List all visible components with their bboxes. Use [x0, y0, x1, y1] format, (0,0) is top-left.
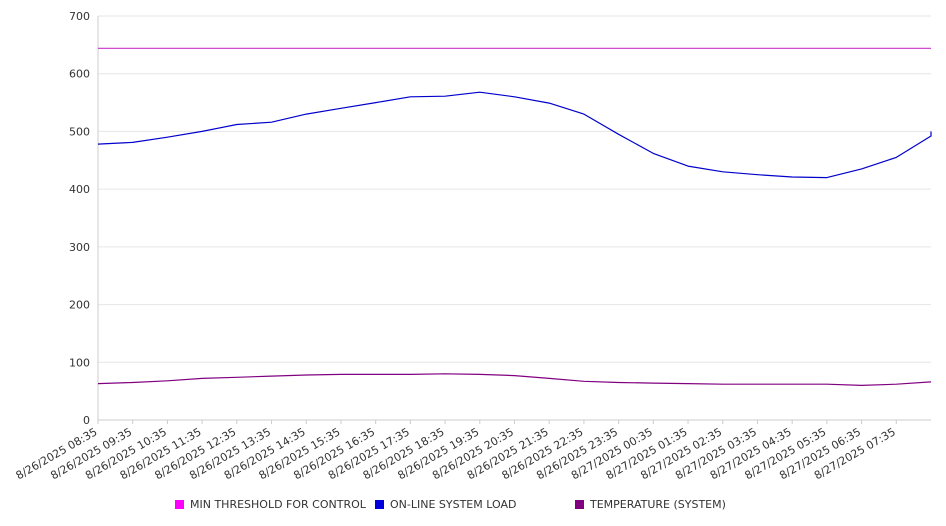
series-lines — [97, 47, 932, 386]
axes — [97, 16, 931, 424]
y-tick-label: 300 — [69, 241, 90, 254]
legend-swatch-load — [375, 500, 384, 509]
y-tick-label: 100 — [69, 356, 90, 369]
y-tick-label: 200 — [69, 299, 90, 312]
y-tick-label: 400 — [69, 183, 90, 196]
y-tick-label: 0 — [83, 414, 90, 427]
legend-label-load: ON-LINE SYSTEM LOAD — [390, 498, 517, 511]
y-tick-labels: 0 100 200 300 400 500 600 700 — [69, 10, 90, 427]
series-line-temperature — [97, 373, 932, 386]
y-tick-label: 600 — [69, 68, 90, 81]
legend-label-threshold: MIN THRESHOLD FOR CONTROL — [190, 498, 366, 511]
legend-item-threshold[interactable]: MIN THRESHOLD FOR CONTROL — [175, 498, 366, 511]
series-line-system-load — [97, 91, 932, 179]
y-tick-label: 700 — [69, 10, 90, 23]
legend-swatch-temperature — [575, 500, 584, 509]
legend-item-temperature[interactable]: TEMPERATURE (SYSTEM) — [575, 498, 726, 511]
legend-label-temperature: TEMPERATURE (SYSTEM) — [590, 498, 726, 511]
legend-item-load[interactable]: ON-LINE SYSTEM LOAD — [375, 498, 516, 511]
x-tick-labels: 8/26/2025 08:358/26/2025 09:358/26/2025 … — [14, 425, 898, 482]
legend: MIN THRESHOLD FOR CONTROL ON-LINE SYSTEM… — [0, 498, 946, 514]
y-tick-label: 500 — [69, 125, 90, 138]
legend-swatch-threshold — [175, 500, 184, 509]
gridlines — [98, 15, 931, 363]
